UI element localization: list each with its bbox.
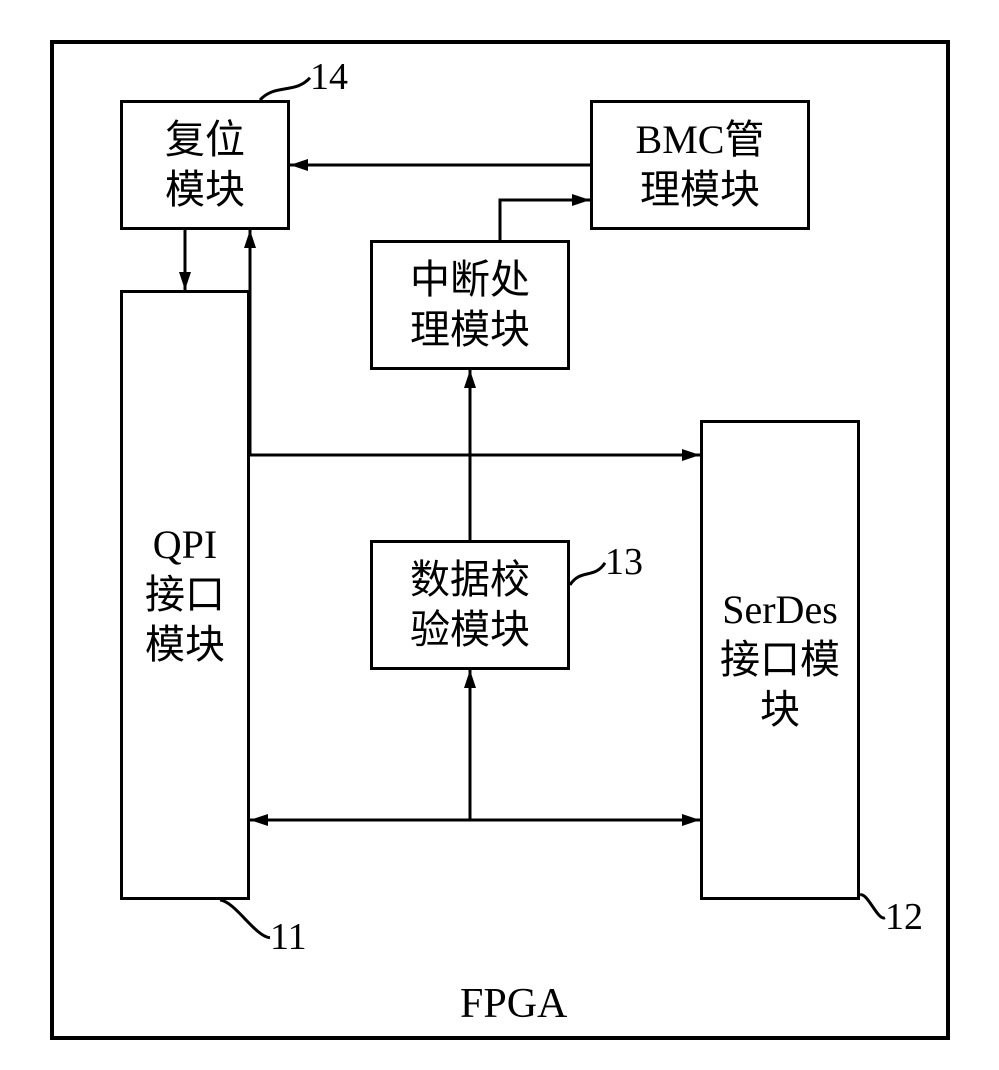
annotation-a11: 11	[270, 915, 307, 959]
annotation-squiggle-a11	[0, 0, 999, 1070]
